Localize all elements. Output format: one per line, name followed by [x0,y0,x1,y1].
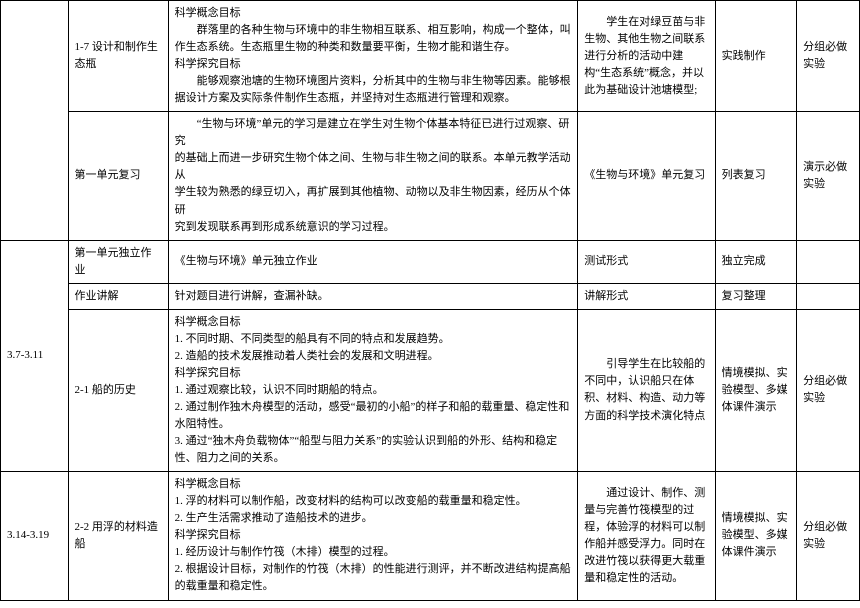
cell-exp: 分组必做实验 [797,472,860,600]
table-row: 第一单元复习 “生物与环境”单元的学习是建立在学生对生物个体基本特征已进行过观察… [1,112,860,240]
table-row: 作业讲解 针对题目进行讲解，查漏补缺。 讲解形式 复习整理 [1,283,860,309]
cell-activity: 引导学生在比较船的不同中，认识船只在体积、材料、构造、动力等方面的科学技术演化特… [578,309,715,471]
cell-activity: 《生物与环境》单元复习 [578,112,715,240]
cell-exp: 分组必做实验 [797,1,860,112]
cell-method: 复习整理 [715,283,796,309]
cell-goal: 科学概念目标 群落里的各种生物与环境中的非生物相互联系、相互影响，构成一个整体，… [168,1,578,112]
cell-method: 实践制作 [715,1,796,112]
cell-exp: 分组必做实验 [797,309,860,471]
cell-method: 独立完成 [715,240,796,283]
table-row: 3.14-3.19 2-2 用浮的材料造船 科学概念目标 1. 浮的材料可以制作… [1,472,860,600]
cell-goal: 科学概念目标 1. 不同时期、不同类型的船具有不同的特点和发展趋势。 2. 造船… [168,309,578,471]
cell-method: 列表复习 [715,112,796,240]
cell-exp: 演示必做实验 [797,112,860,240]
cell-goal: 针对题目进行讲解，查漏补缺。 [168,283,578,309]
cell-activity: 通过设计、制作、测量与完善竹筏模型的过程，体验浮的材料可以制作船并感受浮力。同时… [578,472,715,600]
cell-goal: 科学概念目标 1. 浮的材料可以制作船，改变材料的结构可以改变船的载重量和稳定性… [168,472,578,600]
cell-activity: 测试形式 [578,240,715,283]
cell-goal: 《生物与环境》单元独立作业 [168,240,578,283]
cell-date: 3.7-3.11 [1,240,69,472]
cell-goal: “生物与环境”单元的学习是建立在学生对生物个体基本特征已进行过观察、研究 的基础… [168,112,578,240]
cell-topic: 1-7 设计和制作生态瓶 [68,1,168,112]
cell-exp [797,283,860,309]
cell-activity: 学生在对绿豆苗与非生物、其他生物之间联系进行分析的活动中建构“生态系统”概念，并… [578,1,715,112]
cell-topic: 2-1 船的历史 [68,309,168,471]
cell-method: 情境模拟、实验模型、多媒体课件演示 [715,472,796,600]
page-container: 1-7 设计和制作生态瓶 科学概念目标 群落里的各种生物与环境中的非生物相互联系… [0,0,860,608]
table-row: 2-1 船的历史 科学概念目标 1. 不同时期、不同类型的船具有不同的特点和发展… [1,309,860,471]
cell-topic: 作业讲解 [68,283,168,309]
cell-date [1,1,69,241]
table-row: 3.7-3.11 第一单元独立作业 《生物与环境》单元独立作业 测试形式 独立完… [1,240,860,283]
table-row: 1-7 设计和制作生态瓶 科学概念目标 群落里的各种生物与环境中的非生物相互联系… [1,1,860,112]
cell-method: 情境模拟、实验模型、多媒体课件演示 [715,309,796,471]
cell-topic: 第一单元复习 [68,112,168,240]
cell-topic: 第一单元独立作业 [68,240,168,283]
curriculum-table: 1-7 设计和制作生态瓶 科学概念目标 群落里的各种生物与环境中的非生物相互联系… [0,0,860,601]
cell-activity: 讲解形式 [578,283,715,309]
cell-topic: 2-2 用浮的材料造船 [68,472,168,600]
cell-exp [797,240,860,283]
cell-date: 3.14-3.19 [1,472,69,600]
